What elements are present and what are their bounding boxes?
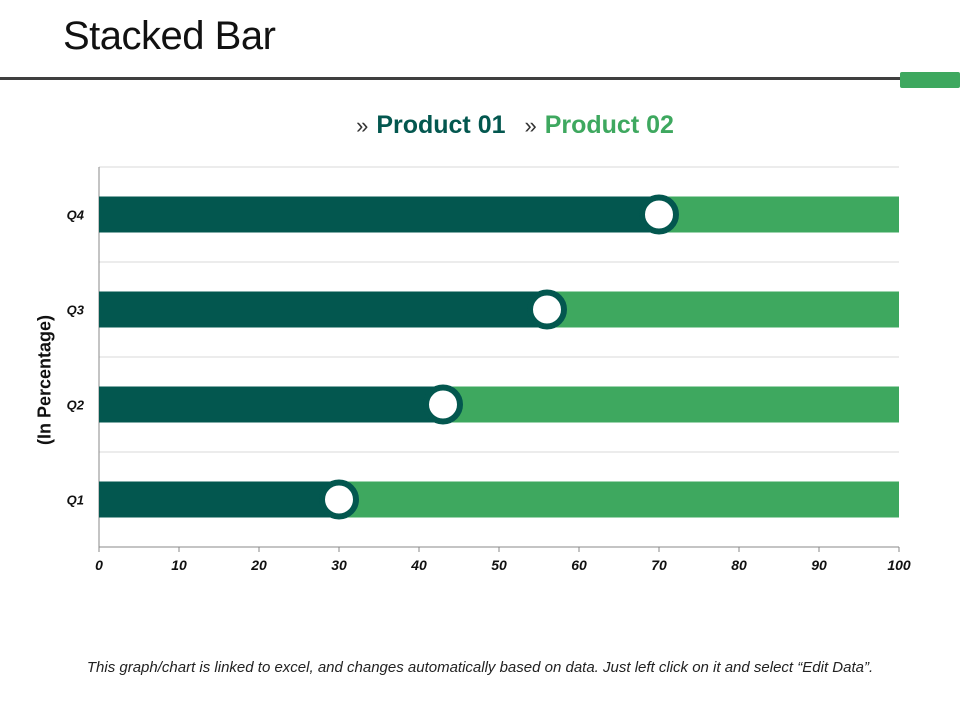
x-tick-label: 40 — [410, 557, 427, 573]
x-tick-label: 70 — [651, 557, 667, 573]
bar-product-01-q4[interactable] — [99, 196, 659, 233]
bar-product-01-q1[interactable] — [99, 481, 339, 518]
x-tick-label: 20 — [250, 557, 267, 573]
chart-legend: » Product 01 » Product 02 — [0, 111, 960, 140]
y-tick-label: Q1 — [67, 493, 84, 508]
legend-marker-icon: » — [524, 113, 537, 138]
page-title: Stacked Bar — [63, 14, 276, 58]
boundary-marker-q1 — [319, 479, 359, 520]
x-tick-label: 90 — [811, 557, 827, 573]
bar-product-02-q1[interactable] — [339, 481, 899, 518]
bar-product-01-q2[interactable] — [99, 386, 443, 423]
x-tick-label: 60 — [571, 557, 587, 573]
accent-tab — [900, 72, 960, 88]
legend-label-product-02: Product 02 — [544, 111, 674, 139]
footnote: This graph/chart is linked to excel, and… — [86, 659, 874, 676]
title-divider — [0, 77, 905, 80]
boundary-marker-q2 — [423, 384, 463, 425]
bar-product-02-q3[interactable] — [547, 291, 899, 328]
legend-item-product-01: » Product 01 — [356, 111, 505, 140]
bar-product-02-q4[interactable] — [659, 196, 899, 233]
x-tick-label: 80 — [731, 557, 747, 573]
legend-item-product-02: » Product 02 — [524, 111, 673, 140]
y-tick-label: Q2 — [67, 398, 85, 413]
legend-label-product-01: Product 01 — [376, 111, 506, 139]
x-tick-label: 100 — [887, 557, 911, 573]
x-tick-label: 10 — [171, 557, 187, 573]
y-tick-label: Q4 — [67, 208, 85, 223]
y-tick-label: Q3 — [67, 303, 85, 318]
bar-product-02-q2[interactable] — [443, 386, 899, 423]
x-tick-label: 0 — [95, 557, 103, 573]
boundary-marker-q4 — [639, 194, 679, 235]
legend-marker-icon: » — [356, 113, 369, 138]
x-tick-label: 30 — [331, 557, 347, 573]
x-tick-label: 50 — [491, 557, 507, 573]
boundary-marker-q3 — [527, 289, 567, 330]
bar-product-01-q3[interactable] — [99, 291, 547, 328]
